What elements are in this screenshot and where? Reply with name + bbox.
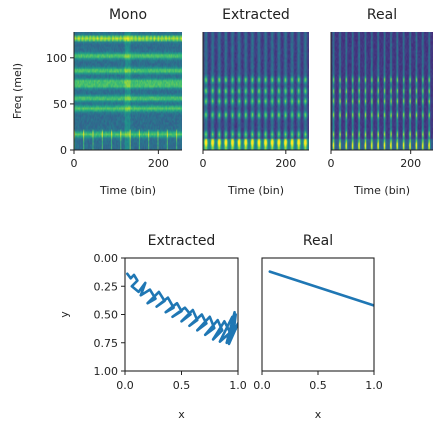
x-axis-label: Time (bin) — [227, 184, 284, 197]
trajectory-panel: Real 0.0 0.5 1.0 x — [253, 233, 383, 421]
spectrogram-image — [74, 32, 182, 150]
y-tick-label: 0.50 — [94, 309, 119, 322]
spectrogram-image — [203, 32, 309, 150]
x-tick-label: 0.0 — [116, 379, 134, 392]
y-axis-label: y — [58, 311, 71, 318]
panel-title: Extracted — [148, 233, 216, 249]
x-axis-label: Time (bin) — [99, 184, 156, 197]
trajectory-line — [268, 270, 374, 307]
spectrogram-panel: Extracted 0 200 Time (bin) — [200, 7, 309, 197]
y-tick-label: 0.75 — [94, 337, 119, 350]
panel-title: Extracted — [222, 7, 290, 23]
x-tick-label: 1.0 — [365, 379, 383, 392]
spectrogram-panel: Mono 0 200 Time (bin) 0 50 100 Freq (mel) — [11, 7, 182, 197]
x-tick-label: 0 — [200, 157, 207, 170]
y-tick-label: 0.25 — [94, 280, 119, 293]
y-tick-label: 0 — [60, 144, 67, 157]
y-axis-label: Freq (mel) — [11, 63, 24, 119]
x-tick-label: 200 — [400, 157, 421, 170]
x-axis-label: Time (bin) — [353, 184, 410, 197]
spectrogram-image — [331, 32, 433, 150]
trajectory-panel: Extracted 0.0 0.5 1.0 x 0.00 0.25 0.50 0.75 1.00 y — [58, 233, 247, 421]
panel-title: Real — [303, 233, 333, 249]
x-axis-label: x — [178, 408, 185, 421]
panel-title: Real — [367, 7, 397, 23]
trajectory-line — [126, 272, 238, 346]
x-tick-label: 0.5 — [309, 379, 327, 392]
x-tick-label: 0 — [328, 157, 335, 170]
x-tick-label: 200 — [148, 157, 169, 170]
x-tick-label: 0.5 — [173, 379, 191, 392]
x-tick-label: 0 — [71, 157, 78, 170]
plot-frame — [124, 257, 239, 372]
spectrogram-panel: Real 0 200 Time (bin) — [328, 7, 433, 197]
x-tick-label: 200 — [275, 157, 296, 170]
x-tick-label: 0.0 — [253, 379, 271, 392]
y-tick-label: 100 — [46, 52, 67, 65]
y-tick-label: 1.00 — [94, 365, 119, 378]
panel-title: Mono — [109, 7, 147, 23]
y-tick-label: 0.00 — [94, 252, 119, 265]
x-tick-label: 1.0 — [229, 379, 247, 392]
x-axis-label: x — [315, 408, 322, 421]
y-tick-label: 50 — [53, 98, 67, 111]
